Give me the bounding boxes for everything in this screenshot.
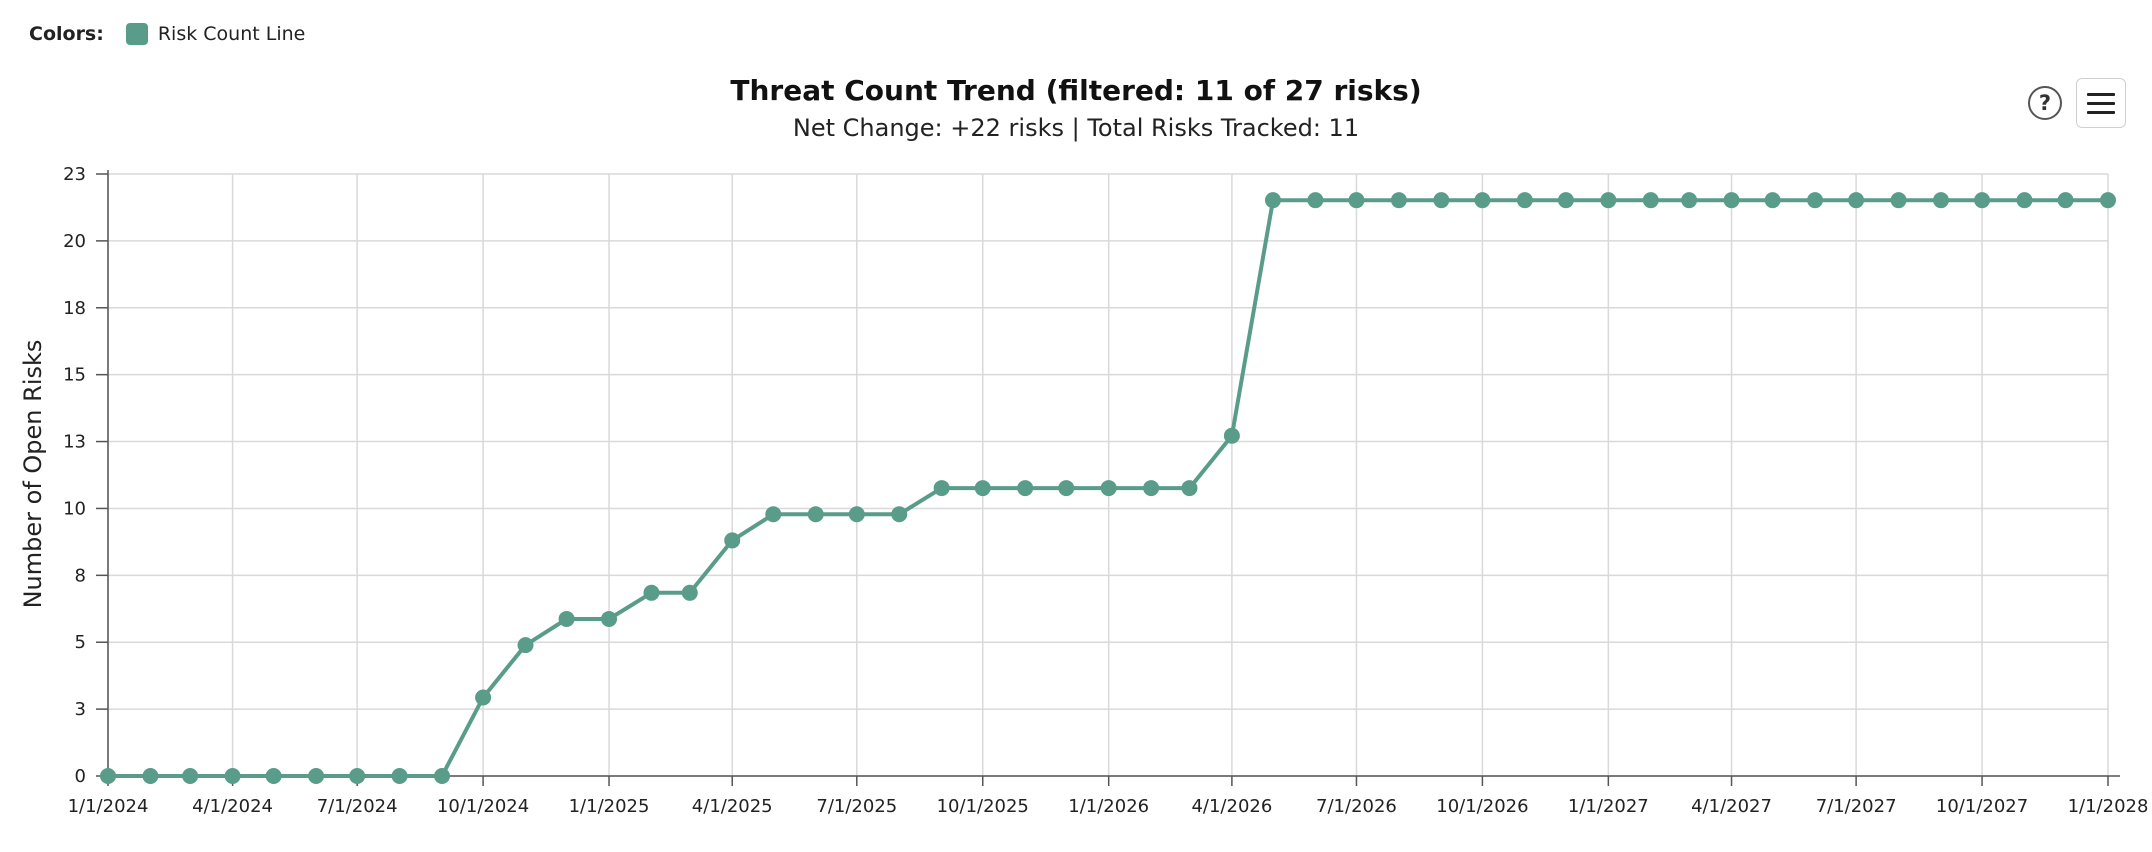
y-axis-ticks: 0 3 5 8 10 13 15 18 20 23 [63, 164, 108, 787]
x-tick-label: 4/1/2024 [192, 796, 273, 817]
data-point [1516, 192, 1533, 209]
x-tick-label: 10/1/2025 [937, 796, 1029, 817]
question-circle-icon: ? [2038, 91, 2052, 115]
y-tick-label: 20 [63, 231, 86, 252]
hamburger-menu-icon [2087, 92, 2115, 114]
x-tick-label: 10/1/2026 [1436, 796, 1528, 817]
data-point [1143, 480, 1160, 497]
data-point [1474, 192, 1491, 209]
x-tick-label: 7/1/2025 [816, 796, 897, 817]
data-point [974, 480, 991, 497]
data-point [1932, 192, 1949, 209]
data-point [1058, 480, 1075, 497]
data-point [1681, 192, 1698, 209]
y-tick-label: 0 [75, 766, 86, 787]
data-point [2100, 192, 2116, 209]
data-point [475, 689, 492, 706]
data-point [1642, 192, 1659, 209]
y-tick-label: 5 [75, 632, 86, 653]
y-tick-label: 3 [75, 699, 86, 720]
x-tick-label: 10/1/2024 [437, 796, 529, 817]
data-point [517, 637, 534, 654]
data-point [1723, 192, 1740, 209]
data-point [265, 768, 282, 784]
legend-label-risk-count-line[interactable]: Risk Count Line [157, 23, 306, 45]
data-point [933, 480, 950, 497]
y-tick-label: 13 [63, 432, 86, 453]
x-tick-label: 7/1/2024 [317, 796, 398, 817]
data-point [1974, 192, 1991, 209]
data-point [1181, 480, 1198, 497]
x-tick-label: 1/1/2026 [1068, 796, 1149, 817]
data-point [1017, 480, 1034, 497]
data-point [848, 506, 865, 523]
x-tick-label: 7/1/2027 [1816, 796, 1897, 817]
data-point [391, 768, 408, 784]
data-point [1848, 192, 1865, 209]
data-point [1433, 192, 1450, 209]
data-point [308, 768, 325, 784]
data-point [1764, 192, 1781, 209]
data-point [434, 768, 451, 784]
x-tick-label: 7/1/2026 [1316, 796, 1397, 817]
x-tick-label: 4/1/2025 [692, 796, 773, 817]
data-point [1557, 192, 1574, 209]
chart-axes [107, 170, 2120, 777]
menu-button[interactable] [2076, 78, 2126, 128]
data-point [724, 532, 741, 549]
y-tick-label: 8 [75, 565, 86, 586]
x-tick-label: 1/1/2024 [68, 796, 149, 817]
chart-series [100, 192, 2116, 784]
chart-grid [107, 173, 2109, 777]
y-tick-label: 10 [63, 498, 86, 519]
data-point [349, 768, 366, 784]
data-point [681, 584, 698, 601]
help-button[interactable]: ? [2028, 86, 2062, 120]
x-tick-label: 1/1/2028 [2068, 796, 2149, 817]
data-point [2016, 192, 2033, 209]
x-tick-label: 4/1/2026 [1191, 796, 1272, 817]
legend: Colors: Risk Count Line [29, 22, 305, 46]
data-point [1223, 427, 1240, 444]
y-tick-label: 23 [63, 164, 86, 185]
data-point [224, 768, 241, 784]
chart-title: Threat Count Trend (filtered: 11 of 27 r… [730, 74, 1422, 107]
data-point [891, 506, 908, 523]
chart-subtitle: Net Change: +22 risks | Total Risks Trac… [792, 114, 1360, 142]
data-point [1807, 192, 1824, 209]
y-tick-label: 18 [63, 298, 86, 319]
x-axis-ticks: 1/1/2024 4/1/2024 7/1/2024 10/1/2024 1/1/202… [68, 776, 2149, 817]
data-point [2057, 192, 2074, 209]
x-tick-label: 1/1/2027 [1568, 796, 1649, 817]
data-point [558, 610, 575, 627]
data-point [100, 768, 116, 784]
data-point [1390, 192, 1407, 209]
data-point [1890, 192, 1907, 209]
data-point [807, 506, 824, 523]
data-point [1100, 480, 1117, 497]
x-tick-label: 10/1/2027 [1936, 796, 2028, 817]
data-point [643, 584, 660, 601]
data-point [601, 610, 618, 627]
data-point [1348, 192, 1365, 209]
data-point [142, 768, 159, 784]
legend-caption: Colors: [29, 23, 104, 45]
x-tick-label: 4/1/2027 [1691, 796, 1772, 817]
x-tick-label: 1/1/2025 [569, 796, 650, 817]
data-point [1264, 192, 1281, 209]
data-point [182, 768, 199, 784]
data-point [1600, 192, 1617, 209]
data-point [765, 506, 782, 523]
data-point [1307, 192, 1324, 209]
legend-swatch-risk-count-line[interactable] [125, 23, 148, 45]
y-tick-label: 15 [63, 365, 86, 386]
